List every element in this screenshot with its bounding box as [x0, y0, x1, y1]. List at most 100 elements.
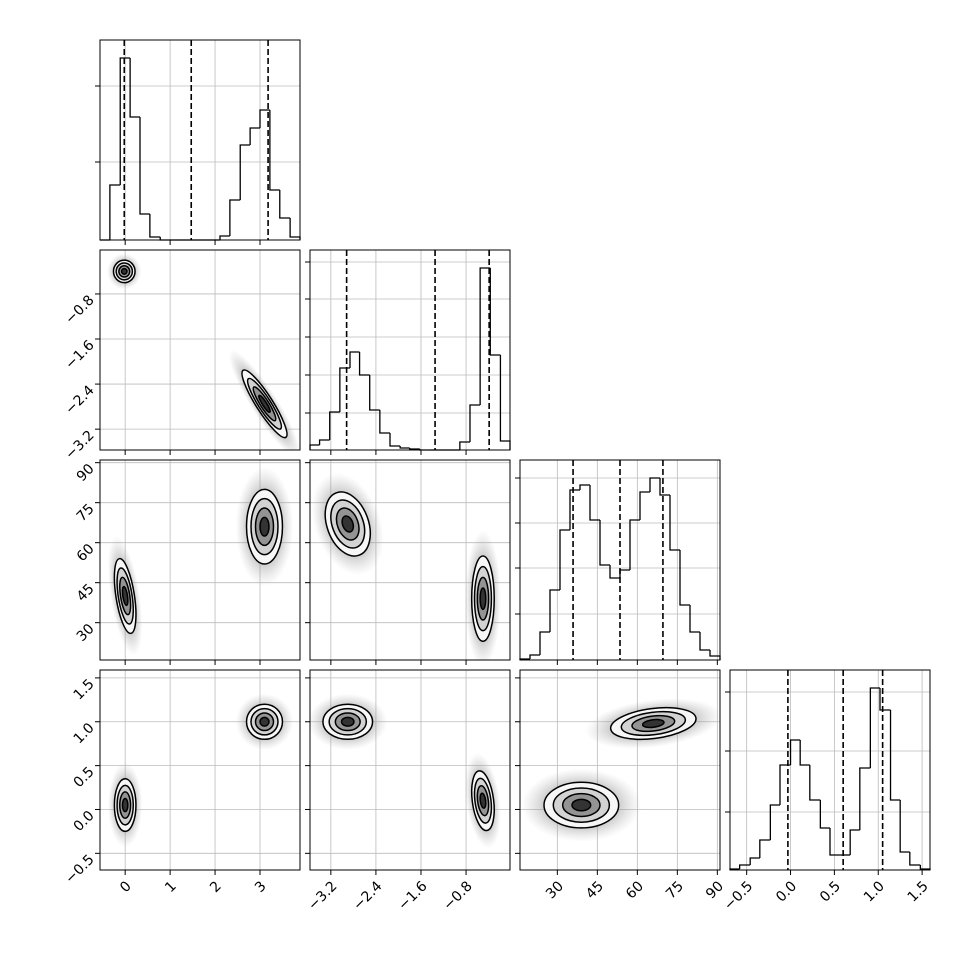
histogram-bin [499, 355, 511, 450]
histogram-bin [569, 489, 580, 530]
histogram-bin [759, 839, 771, 858]
histogram-bin [738, 864, 751, 869]
contour [479, 792, 487, 809]
histogram-bin [889, 710, 901, 801]
x-tick-label: 45 [583, 878, 607, 902]
histogram-bin [389, 433, 401, 447]
y-tick-label: 1.0 [71, 720, 98, 747]
contour [341, 515, 355, 533]
y-tick-label: −2.4 [62, 382, 97, 417]
histogram-bin [599, 520, 610, 566]
x-tick-label: −1.6 [395, 878, 430, 913]
contour [121, 585, 129, 607]
contour [259, 716, 270, 727]
density-group [107, 693, 294, 848]
y-tick-label: −3.2 [62, 427, 97, 462]
histogram-bin [749, 857, 760, 865]
histogram-bin [809, 765, 821, 801]
histogram-bin [789, 739, 801, 765]
histogram-bin [219, 235, 230, 240]
y-tick-label: 0.0 [71, 808, 98, 835]
panel-frame [309, 459, 511, 661]
histogram-bin [399, 446, 410, 449]
histogram-bin [699, 632, 710, 651]
histogram-bin [318, 439, 330, 445]
contour [258, 394, 271, 414]
density-group [107, 253, 300, 450]
histogram-bin [109, 184, 121, 240]
histogram-bin [129, 58, 140, 118]
y-tick-label: 75 [74, 501, 98, 525]
histogram-bin [639, 491, 650, 520]
histogram-bin [849, 829, 860, 855]
histogram-bin [259, 109, 270, 128]
histogram-bin [139, 117, 150, 215]
histogram-bin [679, 550, 690, 606]
x-tick-label: 0.0 [773, 878, 800, 905]
panel-frame [729, 669, 931, 871]
x-tick-label: 2 [207, 878, 225, 896]
histogram-bin [829, 828, 841, 856]
histogram-bin [609, 565, 620, 579]
y-tick-label: 0.5 [71, 764, 98, 791]
panel-frame [99, 669, 301, 871]
histogram-bin [289, 218, 301, 240]
histogram-bin [539, 631, 550, 655]
x-tick-label: 1.0 [861, 878, 888, 905]
histogram-bin [859, 767, 871, 830]
panel-frame [309, 249, 511, 451]
y-tick-label: 90 [74, 461, 98, 485]
histogram-bin [659, 478, 670, 496]
y-tick-label: −0.5 [62, 852, 97, 887]
x-tick-label: 60 [623, 878, 647, 902]
histogram-bin [358, 352, 370, 376]
histogram-bin [709, 650, 721, 660]
x-tick-label: 30 [543, 878, 567, 902]
histogram-bin [669, 495, 680, 551]
histogram-bin [309, 444, 320, 450]
histogram-bin [869, 687, 880, 768]
histogram-bin [119, 57, 131, 185]
histogram-bin [469, 404, 481, 442]
x-tick-label: −2.4 [350, 878, 385, 913]
histogram-bin [899, 800, 910, 853]
panel-frame [99, 249, 301, 451]
x-tick-label: 3 [252, 878, 270, 896]
x-tick-label: 75 [663, 878, 687, 902]
y-tick-label: 45 [74, 581, 98, 605]
histogram-bin [799, 740, 810, 766]
histogram-bin [779, 764, 791, 805]
density-group [311, 472, 501, 660]
contour [340, 716, 355, 727]
histogram-bin [459, 441, 470, 450]
histogram-bin [279, 190, 291, 219]
contour [641, 718, 665, 729]
y-tick-label: 1.5 [71, 676, 98, 703]
contour [121, 797, 129, 813]
y-tick-label: −0.8 [62, 292, 97, 327]
histogram-bin [579, 484, 590, 490]
histogram-bin [249, 127, 260, 145]
histogram-bin [689, 605, 700, 633]
x-tick-label: −0.5 [721, 878, 756, 913]
panel-frame [99, 39, 301, 241]
histogram-bin [239, 144, 251, 200]
histogram-bin [349, 351, 360, 368]
contour [571, 798, 592, 812]
x-tick-label: −3.2 [305, 878, 340, 913]
panel-frame [519, 459, 721, 661]
histogram-bin [369, 375, 380, 411]
panel-frame [99, 459, 301, 661]
panel-frame [519, 669, 721, 871]
y-tick-label: 60 [74, 541, 98, 565]
histogram-bin [489, 268, 501, 356]
contour [479, 587, 487, 611]
histogram-bin [589, 485, 600, 521]
x-tick-label: 0.5 [817, 878, 844, 905]
histogram-bin [149, 214, 161, 238]
contour [120, 267, 128, 275]
histogram-bin [769, 804, 780, 840]
histogram-bin [409, 448, 420, 450]
panel-frame [309, 669, 511, 871]
